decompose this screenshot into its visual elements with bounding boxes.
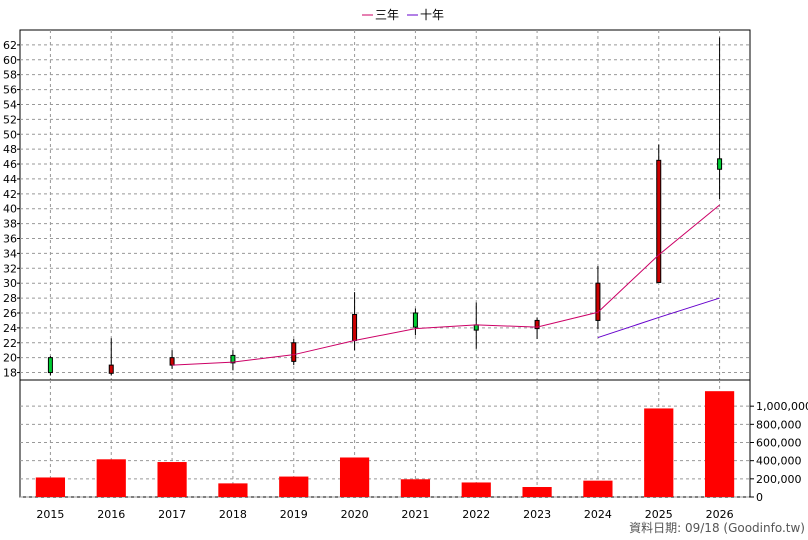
candle-body-up	[473, 324, 479, 331]
candle-body-down	[108, 364, 114, 374]
price-y-tick-label: 34	[3, 247, 17, 260]
price-y-tick-label: 58	[3, 69, 17, 82]
volume-y-tick-label: 200,000	[756, 473, 802, 486]
candle-body-down	[291, 342, 297, 362]
price-y-tick-label: 30	[3, 277, 17, 290]
price-y-tick-label: 62	[3, 39, 17, 52]
volume-bar	[704, 391, 735, 497]
candle-body-down	[656, 159, 662, 283]
price-y-tick-label: 44	[3, 173, 17, 186]
legend-label-10y: 十年	[420, 8, 444, 22]
volume-y-tick-label: 1,000,000	[756, 400, 808, 413]
volume-bar	[461, 482, 491, 497]
x-tick-label: 2017	[158, 508, 186, 521]
x-tick-label: 2023	[523, 508, 551, 521]
volume-y-tick-label: 400,000	[756, 455, 802, 468]
x-tick-label: 2018	[219, 508, 247, 521]
volume-bar	[279, 476, 309, 497]
volume-y-tick-label: 600,000	[756, 437, 802, 450]
volume-bar	[339, 457, 370, 497]
volume-bar	[522, 487, 552, 497]
volume-bar	[218, 483, 248, 497]
moving-average-lines	[172, 204, 720, 366]
volume-bar	[35, 477, 66, 497]
price-y-tick-label: 48	[3, 143, 17, 156]
volume-bar	[583, 480, 613, 497]
volume-y-tick-label: 800,000	[756, 418, 802, 431]
price-y-tick-label: 42	[3, 188, 17, 201]
x-tick-label: 2024	[584, 508, 612, 521]
price-y-tick-label: 52	[3, 113, 17, 126]
price-y-tick-label: 32	[3, 262, 17, 275]
price-y-tick-label: 56	[3, 84, 17, 97]
candle-body-down	[595, 282, 601, 321]
x-tick-label: 2026	[706, 508, 734, 521]
price-y-tick-label: 54	[3, 98, 17, 111]
series-line	[597, 297, 720, 339]
candle-body-down	[534, 319, 540, 330]
price-y-tick-label: 18	[3, 367, 17, 380]
volume-bar	[96, 459, 126, 497]
volume-bar	[157, 462, 187, 497]
price-y-tick-label: 50	[3, 128, 17, 141]
legend-label-3y: 三年	[375, 8, 399, 22]
volume-bar	[644, 408, 674, 497]
volume-y-axis: 0 200,000 400,000 600,000 800,000 1,000,000	[750, 400, 808, 504]
x-tick-label: 2021	[401, 508, 429, 521]
volume-panel: 0 200,000 400,000 600,000 800,000 1,000,000	[19, 379, 808, 504]
candlesticks	[47, 37, 723, 376]
price-y-tick-label: 36	[3, 233, 17, 246]
price-y-tick-label: 28	[3, 292, 17, 305]
candle-body-up	[47, 357, 53, 374]
x-tick-label: 2019	[280, 508, 308, 521]
candle-body-down	[169, 357, 175, 366]
volume-gridlines	[20, 380, 750, 498]
candle-body-up	[230, 354, 236, 364]
volume-y-tick-label: 0	[756, 491, 763, 504]
x-axis: 2015 2016 2017 2018 2019 2020 2021 2022 2023 2024…	[36, 508, 733, 521]
candle-body-down	[352, 313, 358, 342]
x-tick-label: 2020	[341, 508, 369, 521]
series-line	[172, 204, 720, 366]
price-y-tick-label: 38	[3, 218, 17, 231]
price-y-tick-label: 40	[3, 203, 17, 216]
volume-bar	[400, 479, 431, 497]
price-y-tick-label: 20	[3, 352, 17, 365]
data-source-note: 資料日期: 09/18 (Goodinfo.tw)	[629, 521, 805, 535]
candle-body-up	[412, 312, 418, 328]
volume-bars	[35, 391, 735, 497]
x-tick-label: 2016	[97, 508, 125, 521]
x-tick-label: 2015	[36, 508, 64, 521]
price-y-tick-label: 22	[3, 337, 17, 350]
volume-plot-area	[19, 379, 751, 498]
x-tick-label: 2025	[645, 508, 673, 521]
price-y-tick-label: 60	[3, 54, 17, 67]
candle-body-up	[717, 158, 723, 170]
x-tick-label: 2022	[462, 508, 490, 521]
legend: 三年 十年	[362, 8, 444, 22]
price-y-tick-label: 46	[3, 158, 17, 171]
price-y-tick-label: 26	[3, 307, 17, 320]
price-y-tick-label: 24	[3, 322, 17, 335]
price-plot-area	[19, 29, 751, 381]
